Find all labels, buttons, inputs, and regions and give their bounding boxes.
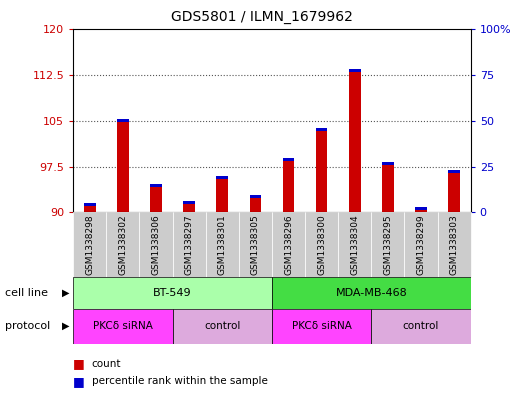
Bar	[283, 158, 294, 161]
FancyBboxPatch shape	[106, 212, 140, 277]
Text: BT-549: BT-549	[153, 288, 192, 298]
FancyBboxPatch shape	[371, 309, 471, 344]
Text: GSM1338303: GSM1338303	[450, 214, 459, 275]
Bar	[150, 187, 162, 212]
Bar	[249, 195, 261, 198]
Text: GSM1338295: GSM1338295	[383, 214, 392, 275]
Text: GSM1338306: GSM1338306	[152, 214, 161, 275]
Bar	[382, 165, 394, 212]
Bar	[184, 204, 195, 212]
FancyBboxPatch shape	[206, 212, 239, 277]
Text: GSM1338302: GSM1338302	[118, 214, 128, 275]
FancyBboxPatch shape	[73, 212, 106, 277]
FancyBboxPatch shape	[272, 277, 471, 309]
FancyBboxPatch shape	[73, 309, 173, 344]
Bar	[448, 173, 460, 212]
Text: GSM1338299: GSM1338299	[416, 214, 426, 275]
Text: percentile rank within the sample: percentile rank within the sample	[92, 376, 267, 386]
Text: GSM1338298: GSM1338298	[85, 214, 94, 275]
Bar	[217, 176, 228, 179]
FancyBboxPatch shape	[239, 212, 272, 277]
Text: GSM1338301: GSM1338301	[218, 214, 227, 275]
FancyBboxPatch shape	[438, 212, 471, 277]
Text: PKCδ siRNA: PKCδ siRNA	[93, 321, 153, 331]
Text: ■: ■	[73, 357, 85, 370]
Bar	[415, 207, 427, 210]
Bar	[349, 72, 360, 212]
Text: ■: ■	[73, 375, 85, 388]
Text: GSM1338296: GSM1338296	[284, 214, 293, 275]
Text: GSM1338304: GSM1338304	[350, 214, 359, 275]
FancyBboxPatch shape	[272, 212, 305, 277]
Text: count: count	[92, 358, 121, 369]
FancyBboxPatch shape	[305, 212, 338, 277]
Bar	[84, 206, 96, 212]
FancyBboxPatch shape	[173, 309, 272, 344]
Bar	[117, 119, 129, 122]
Bar	[448, 170, 460, 173]
FancyBboxPatch shape	[371, 212, 404, 277]
Text: protocol: protocol	[5, 321, 51, 331]
Bar	[249, 198, 261, 212]
Bar	[184, 201, 195, 204]
FancyBboxPatch shape	[173, 212, 206, 277]
Text: GSM1338300: GSM1338300	[317, 214, 326, 275]
FancyBboxPatch shape	[272, 309, 371, 344]
Bar	[283, 161, 294, 212]
Bar	[150, 184, 162, 187]
Bar	[316, 130, 327, 212]
FancyBboxPatch shape	[338, 212, 371, 277]
Bar	[84, 203, 96, 206]
Text: ▶: ▶	[62, 288, 69, 298]
Bar	[415, 210, 427, 212]
Text: PKCδ siRNA: PKCδ siRNA	[292, 321, 351, 331]
Text: cell line: cell line	[5, 288, 48, 298]
Text: control: control	[204, 321, 241, 331]
Bar	[117, 122, 129, 212]
Bar	[382, 162, 394, 165]
FancyBboxPatch shape	[404, 212, 438, 277]
Bar	[217, 179, 228, 212]
Text: ▶: ▶	[62, 321, 69, 331]
Text: GDS5801 / ILMN_1679962: GDS5801 / ILMN_1679962	[170, 10, 353, 24]
Bar	[316, 128, 327, 130]
Text: GSM1338305: GSM1338305	[251, 214, 260, 275]
Bar	[349, 69, 360, 72]
Text: control: control	[403, 321, 439, 331]
Text: MDA-MB-468: MDA-MB-468	[335, 288, 407, 298]
Text: GSM1338297: GSM1338297	[185, 214, 194, 275]
FancyBboxPatch shape	[73, 277, 272, 309]
FancyBboxPatch shape	[140, 212, 173, 277]
